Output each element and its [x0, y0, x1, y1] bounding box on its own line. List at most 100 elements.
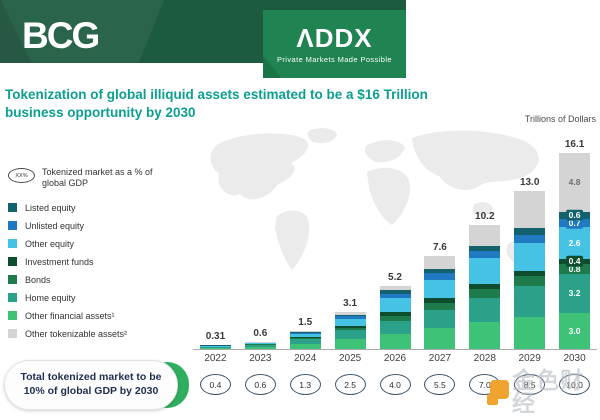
gdp-percent-value-2027: 5.5 [424, 374, 456, 395]
world-map-background [210, 128, 546, 270]
bar-total-label-2023: 0.6 [253, 327, 268, 339]
legend-item-7: Other financial assets¹ [8, 307, 188, 325]
gdp-oval-cell-2025: 2.5 [328, 374, 373, 395]
bar-segment: 0.8 [559, 263, 591, 275]
bar-segment: 0.7 [559, 217, 591, 229]
bar-segment [424, 328, 456, 349]
bar-segment [514, 228, 546, 235]
bar-segment [379, 294, 411, 299]
gdp-percent-value-2025: 2.5 [334, 374, 366, 395]
bar-segment [514, 190, 546, 229]
bar-segment [424, 279, 456, 299]
bar-total-label-2028: 10.2 [475, 210, 495, 222]
gdp-percent-value-2029: 8.5 [514, 374, 546, 395]
bar-segment [379, 298, 411, 312]
bar-segment [514, 270, 546, 277]
bar-segment [289, 332, 321, 335]
bar-segment [469, 283, 501, 289]
year-label-2027: 2027 [428, 353, 452, 364]
legend-item-label: Bonds [25, 274, 51, 285]
legend-items: Listed equity Unlisted equity Other equity… [8, 199, 188, 343]
bar-segment [514, 276, 546, 286]
bar-segment [514, 242, 546, 271]
legend: XX% Tokenized market as a % of global GD… [8, 167, 188, 343]
gdp-percent-value-2024: 1.3 [289, 374, 321, 395]
bar-segment [379, 290, 411, 295]
x-axis-year-labels: 2022 2023 2024 2025 2026 2027 2028 2029 2030 [193, 353, 597, 364]
bar-column-2030: 16.1 3.0 3.2 0.8 0.4 2.6 0.7 0.6 4.8 [552, 128, 597, 349]
bar-segment [424, 298, 456, 303]
watermark-logo-icon [486, 379, 509, 405]
gdp-oval-cell-2027: 5.5 [417, 374, 462, 395]
bar-segment [469, 288, 501, 298]
gdp-percent-value-2023: 0.6 [244, 374, 276, 395]
legend-item-label: Other financial assets¹ [25, 310, 115, 321]
callout-line2: 10% of global GDP by 2030 [23, 385, 159, 397]
bar-segment [289, 337, 321, 339]
bar-segment [334, 330, 366, 339]
bar-segment [469, 245, 501, 252]
bar-segment [469, 258, 501, 284]
bar-total-label-2029: 13.0 [519, 176, 540, 188]
segment-value-label: 0.8 [565, 263, 584, 275]
callout-line1: Total tokenized market to be [20, 371, 162, 384]
year-label-2028: 2028 [473, 353, 496, 364]
bar-segment [334, 327, 366, 331]
bar-segment [289, 331, 321, 333]
legend-marker-note: XX% Tokenized market as a % of global GD… [8, 167, 188, 189]
watermark: 金色财经 [486, 369, 600, 415]
gdp-percent-value-2022: 0.4 [199, 374, 231, 395]
bar-column-2022: 0.31 [193, 128, 238, 349]
bar-segment [199, 347, 231, 349]
bar-segment [289, 334, 321, 338]
bar-segment [424, 302, 456, 311]
total-market-callout: Total tokenized market to be 10% of glob… [4, 360, 189, 410]
bar-segment [514, 234, 546, 243]
bar-segment: 3.0 [559, 312, 591, 349]
gdp-oval-cell-2022: 0.4 [193, 374, 238, 395]
legend-item-label: Unlisted equity [25, 220, 85, 231]
stacked-bar-2025 [334, 311, 366, 349]
xx-percent-oval-icon: XX% [8, 168, 35, 183]
segment-value-label: 4.8 [568, 177, 581, 188]
addx-logo: ΛDDX [296, 22, 373, 53]
bar-column-2029: 13.0 [507, 128, 552, 349]
chart-title: Tokenization of global illiquid assets e… [5, 87, 428, 120]
callout-text: Total tokenized market to be 10% of glob… [21, 371, 162, 398]
bar-segment: 4.8 [559, 153, 591, 212]
year-label-2023: 2023 [249, 353, 272, 364]
bar-segment [379, 321, 411, 335]
bar-column-2023: 0.6 [238, 128, 283, 349]
legend-swatch [8, 293, 17, 303]
bar-segment [334, 314, 366, 317]
bar-chart: 0.31 0.6 1.5 3.1 5.2 7.6 10.2 13.0 16.1 3.0 3.2 0.8… [193, 128, 597, 349]
bar-segment [469, 322, 501, 349]
legend-item-label: Listed equity [25, 202, 76, 213]
bar-segment [289, 338, 321, 340]
bar-total-label-2025: 3.1 [343, 297, 358, 309]
gdp-percent-value-2026: 4.0 [379, 374, 411, 395]
watermark-text: 金色财经 [511, 367, 584, 416]
stacked-bar-2024 [289, 330, 321, 349]
legend-swatch [8, 257, 17, 267]
bar-column-2025: 3.1 [328, 128, 373, 349]
legend-item-8: Other tokenizable assets² [8, 325, 188, 343]
legend-marker-label: Tokenized market as a % of global GDP [42, 167, 153, 188]
units-label: Trillions of Dollars [524, 114, 596, 124]
stacked-bar-2022 [199, 345, 231, 349]
legend-item-label: Investment funds [25, 256, 94, 267]
stacked-bar-2023 [244, 341, 276, 349]
bar-segment [199, 345, 231, 348]
stacked-bar-2029 [514, 190, 546, 349]
segment-value-label: 0.6 [565, 210, 584, 221]
bar-segment [289, 343, 321, 349]
bar-segment: 0.6 [559, 210, 591, 221]
bar-segment: 3.2 [559, 273, 591, 313]
stacked-bar-2026 [379, 285, 411, 349]
bar-segment [379, 334, 411, 349]
segment-value-label: 0.4 [565, 256, 584, 267]
bar-total-label-2026: 5.2 [388, 271, 402, 283]
bar-segment [289, 339, 321, 344]
legend-swatch [8, 275, 17, 285]
gdp-oval-cell-2030: 10.0 [552, 374, 597, 395]
